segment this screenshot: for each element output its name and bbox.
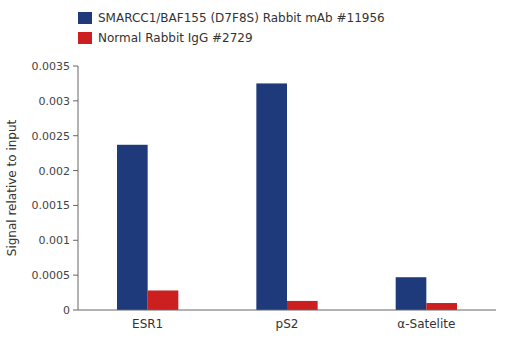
bar [148, 290, 179, 310]
y-tick-label: 0.0025 [32, 130, 71, 143]
bar [117, 145, 148, 310]
x-tick-label: ESR1 [132, 317, 163, 331]
y-tick-label: 0.0015 [32, 199, 71, 212]
y-axis-line [78, 66, 79, 310]
y-tick [73, 135, 78, 136]
y-tick [73, 205, 78, 206]
x-tick-label: pS2 [276, 317, 299, 331]
y-tick-label: 0.0005 [32, 269, 71, 282]
y-tick-label: 0.003 [39, 95, 71, 108]
x-tick-label: α-Satelite [397, 317, 455, 331]
legend-swatch [78, 32, 92, 44]
y-tick [73, 66, 78, 67]
y-axis-title: Signal relative to input [5, 119, 19, 256]
y-tick-label: 0.001 [39, 234, 71, 247]
chart-container: SMARCC1/BAF155 (D7F8S) Rabbit mAb #11956… [0, 0, 520, 350]
y-tick-label: 0.0035 [32, 60, 71, 73]
bar [396, 277, 427, 310]
legend-swatch [78, 12, 92, 24]
bar [287, 301, 318, 310]
y-tick-label: 0.002 [39, 165, 71, 178]
bar [426, 303, 457, 310]
x-axis-line [78, 310, 496, 311]
y-tick-label: 0 [63, 304, 70, 317]
legend-label: SMARCC1/BAF155 (D7F8S) Rabbit mAb #11956 [98, 11, 385, 25]
y-tick [73, 240, 78, 241]
bar [256, 83, 287, 310]
legend-label: Normal Rabbit IgG #2729 [98, 31, 253, 45]
bars [117, 83, 457, 310]
y-tick [73, 310, 78, 311]
x-axis: ESR1 pS2 α-Satelite [78, 310, 496, 331]
y-tick [73, 275, 78, 276]
legend: SMARCC1/BAF155 (D7F8S) Rabbit mAb #11956… [78, 11, 385, 45]
chart-svg: SMARCC1/BAF155 (D7F8S) Rabbit mAb #11956… [0, 0, 520, 350]
y-tick [73, 170, 78, 171]
y-tick [73, 100, 78, 101]
y-axis: 0 0.0005 0.001 0.0015 0.002 0.0025 0.003 0.0035 [32, 60, 79, 317]
